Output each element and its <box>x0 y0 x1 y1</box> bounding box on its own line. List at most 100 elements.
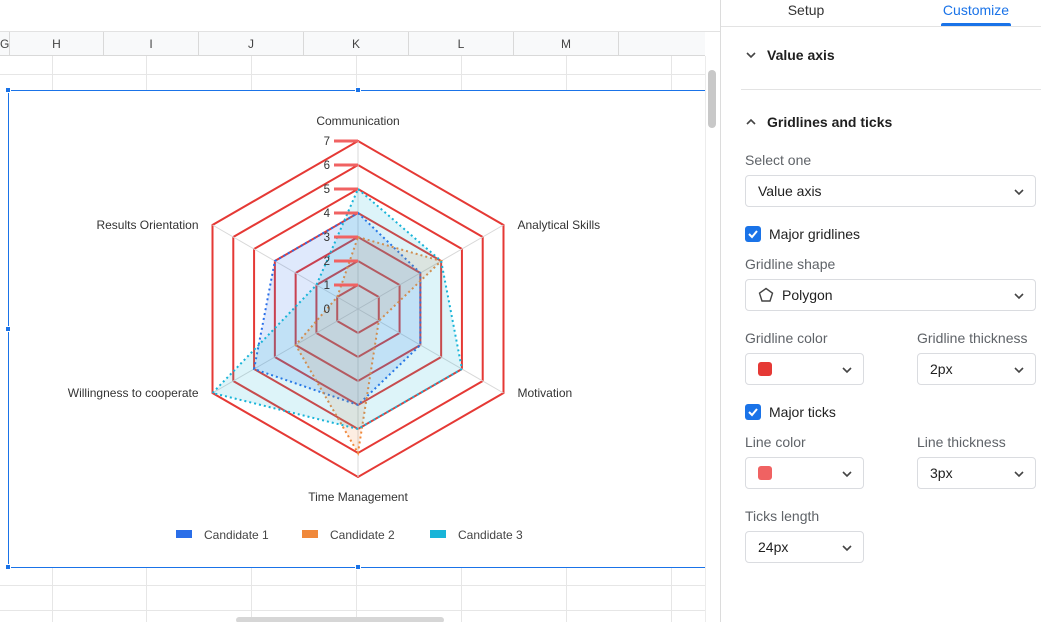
radar-chart-svg: 0 1 2 3 4 5 6 7 Communication Analytical Skills M… <box>68 114 600 542</box>
gridline-shape-value: Polygon <box>782 287 833 303</box>
select-one-label: Select one <box>745 152 812 168</box>
resize-handle[interactable] <box>5 326 11 332</box>
axis-select-value: Value axis <box>758 183 822 199</box>
tick-label: 4 <box>324 208 331 220</box>
legend-item-2: Candidate 2 <box>302 528 395 542</box>
category-label: Willingness to cooperate <box>68 386 199 400</box>
tick-label: 5 <box>324 184 330 196</box>
chevron-down-icon <box>842 471 852 478</box>
category-label: Motivation <box>517 386 572 400</box>
column-header-h[interactable]: H <box>10 32 104 56</box>
tick-label: 6 <box>324 160 330 172</box>
line-color-swatch <box>758 466 772 480</box>
major-gridlines-checkbox[interactable] <box>745 226 761 242</box>
series-line <box>294 235 444 456</box>
ticks-length-dropdown[interactable]: 24px <box>745 531 864 563</box>
column-header-g[interactable]: G <box>0 32 10 56</box>
checkmark-icon <box>748 408 758 417</box>
vertical-scrollbar[interactable] <box>705 56 720 622</box>
gridline-color-swatch <box>758 362 772 376</box>
series-area <box>295 237 442 453</box>
legend-swatch <box>302 530 318 538</box>
value-axis-section-header[interactable]: Value axis <box>745 47 835 63</box>
resize-handle[interactable] <box>355 87 361 93</box>
ticks-length-value: 24px <box>758 539 789 555</box>
spoke-line <box>357 308 504 394</box>
column-header-label: I <box>149 37 153 51</box>
tab-setup[interactable]: Setup <box>787 2 825 18</box>
axis-select-dropdown[interactable]: Value axis <box>745 175 1036 207</box>
line-color-picker[interactable] <box>745 457 864 489</box>
grid-row-line <box>0 74 705 75</box>
radar-chart[interactable]: 0 1 2 3 4 5 6 7 Communication Analytical Skills M… <box>8 91 705 568</box>
section-divider <box>741 89 1041 90</box>
pentagon-icon <box>758 287 774 302</box>
section-title: Gridlines and ticks <box>767 114 893 130</box>
sheet-toolbar-strip <box>0 0 720 32</box>
chevron-down-icon <box>1014 189 1024 196</box>
column-header-i[interactable]: I <box>104 32 199 56</box>
major-ticks-checkbox[interactable] <box>745 404 761 420</box>
spoke-line <box>357 224 504 310</box>
resize-handle[interactable] <box>5 564 11 570</box>
series-area <box>254 213 421 405</box>
legend-item-3: Candidate 3 <box>430 528 523 542</box>
major-ticks-checkbox-row[interactable]: Major ticks <box>745 404 836 420</box>
gridline-thickness-dropdown[interactable]: 2px <box>917 353 1036 385</box>
column-header-j[interactable]: J <box>199 32 304 56</box>
spoke-line <box>212 308 359 394</box>
legend-swatch <box>430 530 446 538</box>
major-ticks-label: Major ticks <box>769 404 836 420</box>
major-gridlines-checkbox-row[interactable]: Major gridlines <box>745 226 860 242</box>
grid-row-line <box>0 610 705 611</box>
series-1 <box>252 211 422 407</box>
tab-customize[interactable]: Customize <box>942 2 1010 18</box>
chart-editor-panel: Setup Customize Value axis Gridlines and… <box>720 0 1041 622</box>
checkmark-icon <box>748 230 758 239</box>
spokes <box>212 141 504 477</box>
horizontal-scrollbar-thumb[interactable] <box>236 617 444 622</box>
legend-label: Candidate 2 <box>330 528 395 542</box>
tick-label: 2 <box>324 256 330 268</box>
tick-label: 1 <box>324 280 330 292</box>
gridlines-section-header[interactable]: Gridlines and ticks <box>745 114 892 130</box>
spoke-line <box>212 224 359 310</box>
line-thickness-dropdown[interactable]: 3px <box>917 457 1036 489</box>
category-labels: Communication Analytical Skills Motivation… <box>68 114 600 504</box>
spreadsheet-area: G H I J K L M 0 1 2 3 4 5 6 7 Communication Anal… <box>0 0 720 622</box>
chevron-down-icon <box>842 367 852 374</box>
legend-swatch <box>176 530 192 538</box>
chevron-down-icon <box>1014 367 1024 374</box>
gridline-color-label: Gridline color <box>745 330 828 346</box>
column-header-label: M <box>561 37 571 51</box>
line-thickness-label: Line thickness <box>917 434 1006 450</box>
legend-item-1: Candidate 1 <box>176 528 269 542</box>
resize-handle[interactable] <box>5 87 11 93</box>
gridline-thickness-value: 2px <box>930 361 953 377</box>
gridline-shape-dropdown[interactable]: Polygon <box>745 279 1036 311</box>
category-label: Results Orientation <box>96 218 198 232</box>
chevron-up-icon <box>746 118 756 125</box>
column-header-label: G <box>0 37 10 51</box>
column-header-label: H <box>52 37 61 51</box>
column-header-k[interactable]: K <box>304 32 409 56</box>
gridline-color-picker[interactable] <box>745 353 864 385</box>
vertical-scrollbar-thumb[interactable] <box>708 70 716 128</box>
chevron-down-icon <box>746 52 756 59</box>
section-title: Value axis <box>767 47 835 63</box>
series-3 <box>210 187 464 431</box>
tick-label: 3 <box>324 232 330 244</box>
category-label: Communication <box>316 114 399 128</box>
ticks-length-label: Ticks length <box>745 508 820 524</box>
line-thickness-value: 3px <box>930 465 953 481</box>
column-header-l[interactable]: L <box>409 32 514 56</box>
gridline-thickness-label: Gridline thickness <box>917 330 1028 346</box>
column-headers: G H I J K L M <box>0 32 705 56</box>
chevron-down-icon <box>1014 293 1024 300</box>
line-color-label: Line color <box>745 434 806 450</box>
editor-tabs: Setup Customize <box>721 0 1041 27</box>
tick-label: 7 <box>324 136 330 148</box>
column-header-m[interactable]: M <box>514 32 619 56</box>
column-header-label: J <box>248 37 254 51</box>
resize-handle[interactable] <box>355 564 361 570</box>
